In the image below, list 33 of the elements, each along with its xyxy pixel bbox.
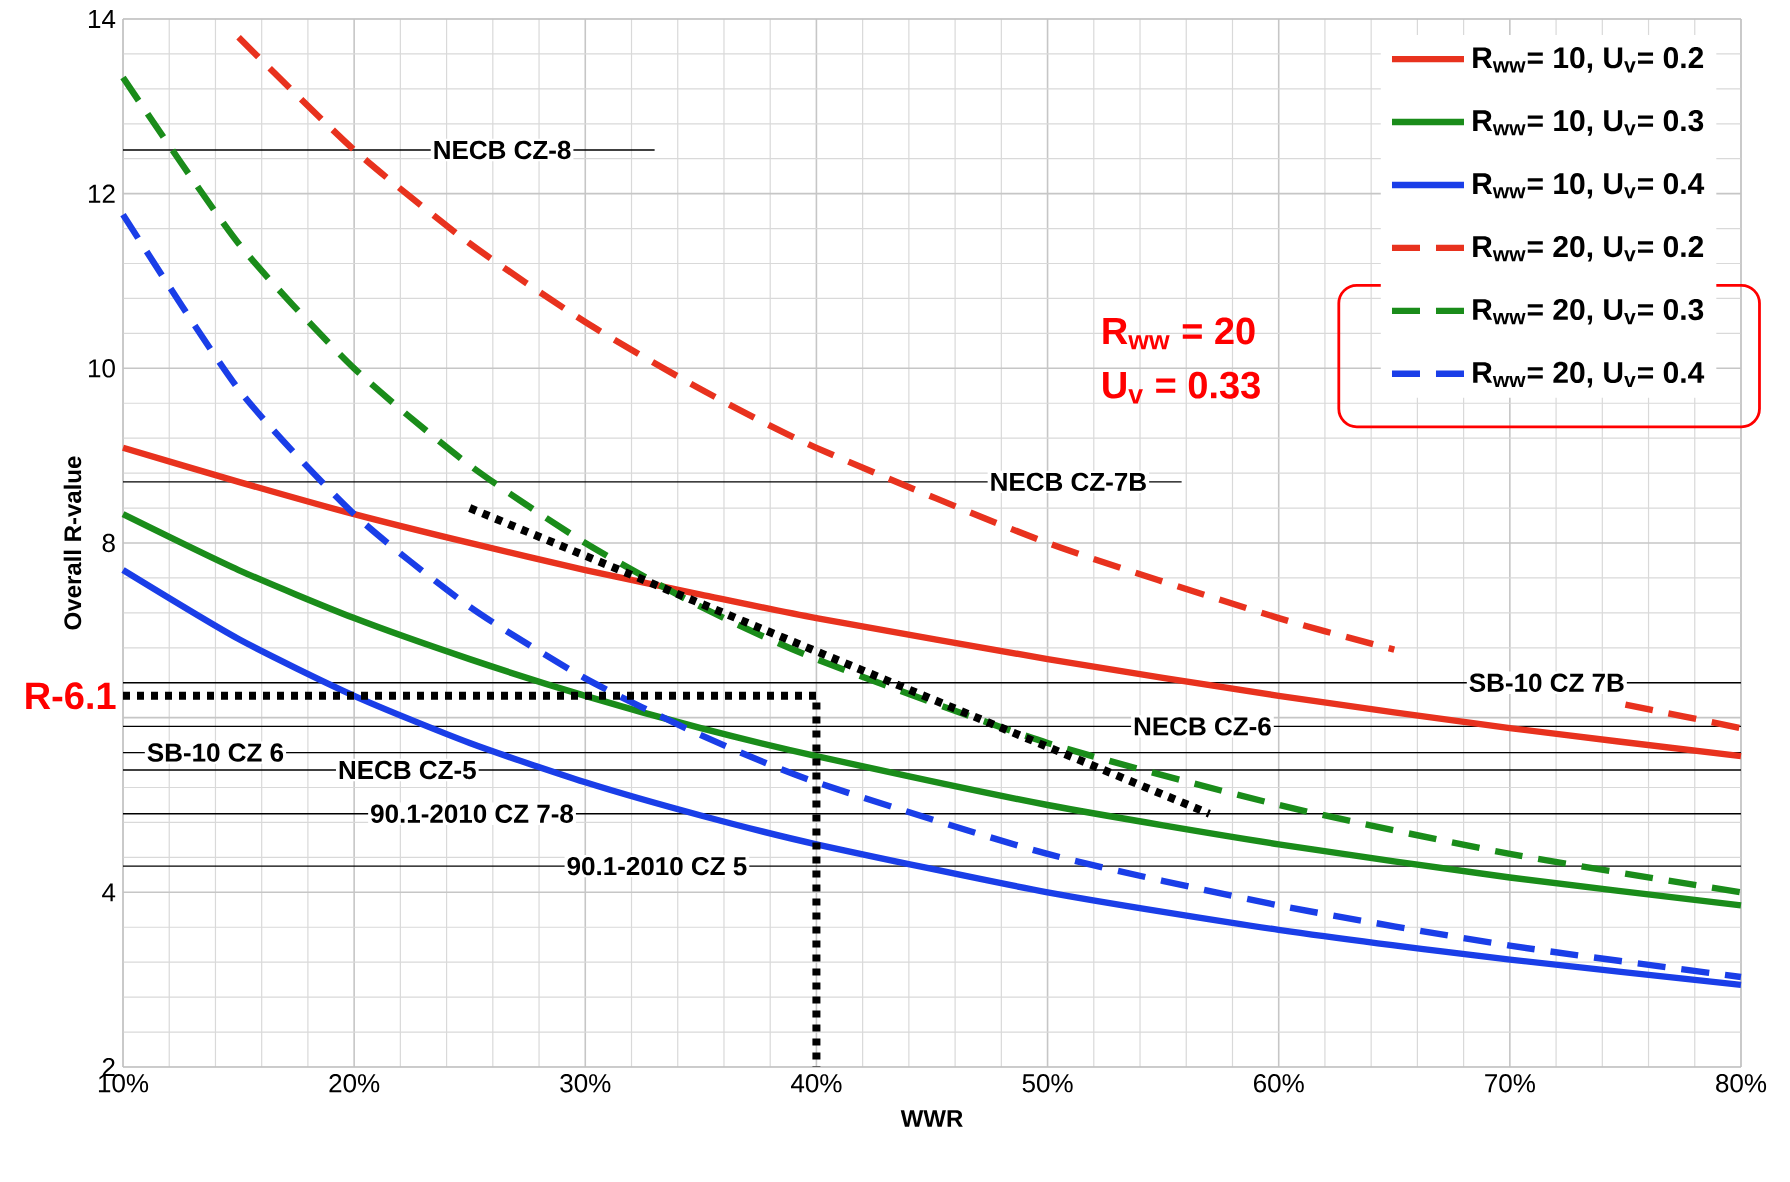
legend-label: R$_{ww}$= 20, U$_{v}$= 0.4: [1473, 361, 1705, 388]
x-tick-label: 10%: [98, 1074, 149, 1093]
legend-label: R$_{ww}$= 10, U$_{v}$= 0.2: [1473, 47, 1704, 73]
legend-label: R$_{ww}$= 20, U$_{v}$= 0.3: [1473, 298, 1704, 325]
ref-line-label: NECB CZ-5: [339, 760, 476, 780]
ref-line-label: NECB CZ-6: [1134, 717, 1271, 736]
y-tick-label: 10: [88, 359, 115, 378]
ref-line-label: 90.1-2010 CZ 7-8: [371, 804, 574, 823]
y-tick-label: 2: [102, 1057, 115, 1077]
x-tick-label: 20%: [329, 1074, 380, 1093]
x-tick-label: 30%: [560, 1074, 611, 1093]
annotation: U$_{v}$ = 0.33: [1103, 371, 1260, 404]
legend-label: R$_{ww}$= 10, U$_{v}$= 0.4: [1473, 173, 1705, 199]
y-tick-label: 12: [88, 184, 115, 203]
annotation: R$_{ww}$ = 20: [1103, 317, 1255, 350]
x-tick-label: 40%: [791, 1074, 842, 1093]
ref-line-label: NECB CZ-7B: [991, 472, 1146, 492]
ref-line-label: 90.1-2010 CZ 5: [567, 856, 747, 876]
ref-line-label: SB-10 CZ 6: [147, 743, 284, 762]
y-tick-label: 14: [88, 10, 116, 28]
ref-line-label: NECB CZ-8: [434, 140, 571, 160]
legend-label: R$_{ww}$= 20, U$_{v}$= 0.2: [1473, 235, 1704, 262]
x-tick-label: 50%: [1022, 1074, 1073, 1093]
x-axis-title: WWR: [900, 1110, 963, 1127]
x-tick-label: 70%: [1485, 1074, 1535, 1093]
x-tick-label: 60%: [1254, 1074, 1304, 1093]
y-tick-label: 4: [102, 883, 116, 902]
x-tick-label: 80%: [1716, 1074, 1767, 1093]
y-axis-title: Overall R-value: [63, 456, 82, 630]
annotation: R-6.1: [26, 682, 116, 710]
legend-label: R$_{ww}$= 10, U$_{v}$= 0.3: [1473, 110, 1704, 136]
ref-line-label: SB-10 CZ 7B: [1469, 673, 1624, 692]
y-tick-label: 8: [102, 533, 115, 553]
